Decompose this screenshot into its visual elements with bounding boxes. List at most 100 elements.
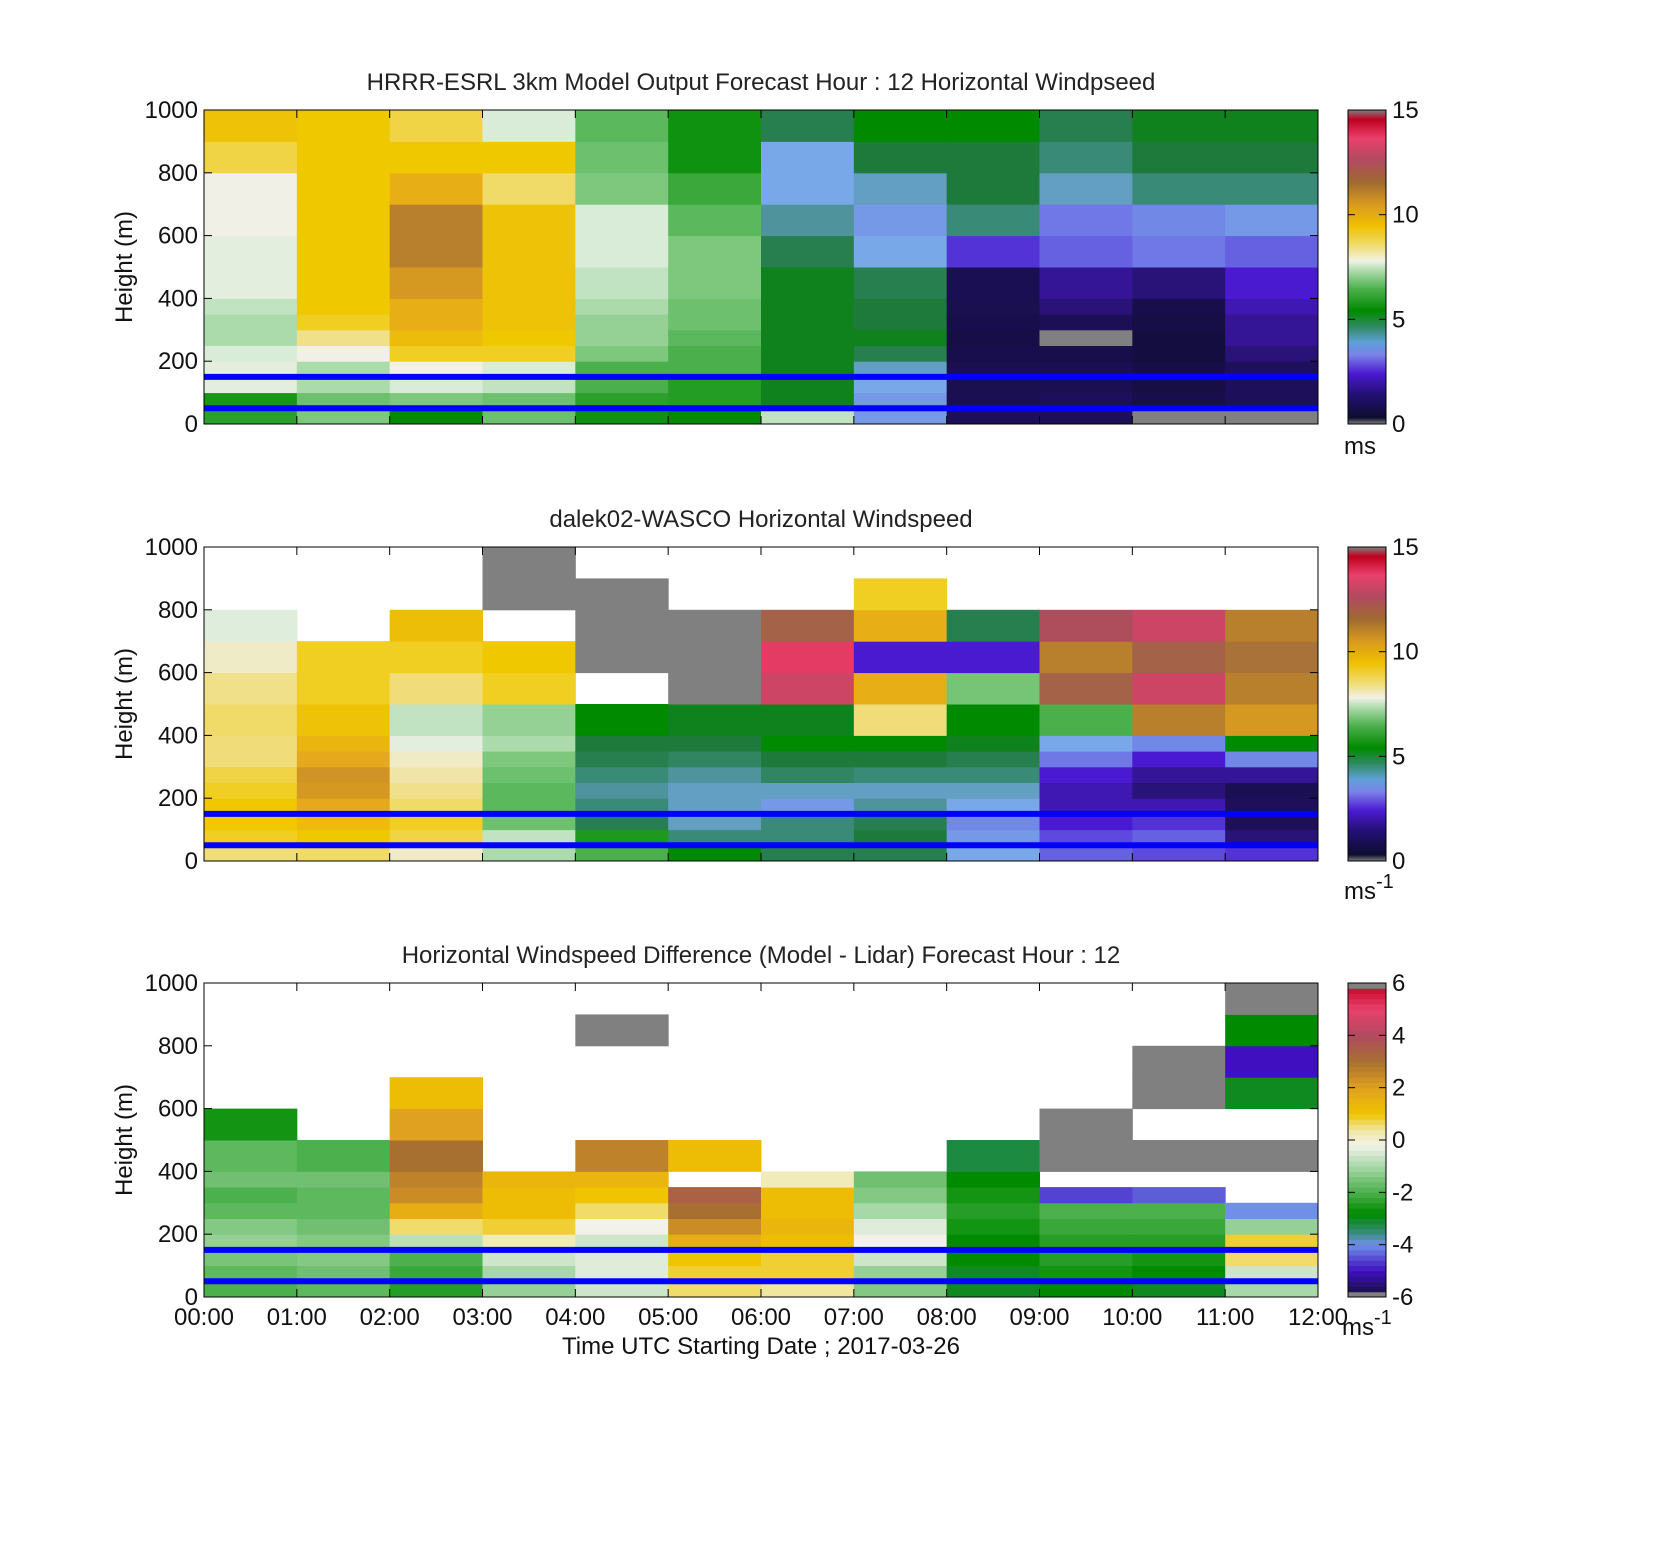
colorbar-tick-label: 6: [1392, 970, 1405, 997]
heatmap-cell: [1225, 813, 1319, 831]
heatmap-cell: [1039, 408, 1133, 425]
heatmap-cell: [761, 345, 855, 362]
colorbar-unit: ms: [1344, 878, 1376, 905]
heatmap-cell: [946, 845, 1040, 862]
heatmap-cell: [204, 1265, 298, 1282]
heatmap-cell: [389, 204, 483, 237]
heatmap-cell: [668, 267, 762, 299]
heatmap-cell: [946, 766, 1040, 783]
colorbar-tick-label: 5: [1392, 306, 1405, 333]
heatmap-cell: [1132, 392, 1226, 409]
colorbar-unit-superscript: -1: [1376, 871, 1394, 893]
x-tick-label: 05:00: [638, 1304, 698, 1331]
heatmap-cell: [1039, 751, 1133, 768]
heatmap-cell: [389, 1265, 483, 1282]
colorbar-segment: [1348, 1056, 1386, 1062]
x-tick-label: 01:00: [267, 1304, 327, 1331]
y-tick-label: 0: [185, 411, 198, 438]
heatmap-cell: [204, 1234, 298, 1251]
heatmap-cell: [1039, 609, 1133, 642]
heatmap-cell: [853, 267, 948, 299]
heatmap-cell: [1039, 267, 1133, 299]
heatmap-cell: [575, 609, 669, 642]
heatmap-cell: [575, 704, 669, 736]
heatmap-cell: [482, 578, 576, 611]
heatmap-cell: [575, 392, 669, 409]
heatmap-cell: [1132, 751, 1226, 768]
heatmap-cell: [668, 782, 762, 799]
heatmap-cell: [853, 314, 948, 331]
heatmap-cell: [1132, 609, 1226, 642]
colorbar-segment: [1348, 1166, 1386, 1172]
heatmap-cell: [668, 314, 762, 331]
heatmap-cell: [1132, 672, 1226, 705]
colorbar-segment: [1348, 1176, 1386, 1183]
heatmap-cell: [204, 1218, 298, 1235]
heatmap-cell: [853, 204, 948, 237]
colorbar-tick-label: 0: [1392, 411, 1405, 438]
heatmap-cell: [204, 329, 298, 346]
heatmap-cell: [1225, 110, 1319, 142]
colorbar-tick-label: 5: [1392, 743, 1405, 770]
heatmap-cell: [668, 641, 762, 674]
heatmap-cell: [1039, 1249, 1133, 1267]
heatmap-cell: [204, 704, 298, 736]
heatmap-cell: [946, 1234, 1040, 1251]
heatmap-cell: [1132, 345, 1226, 362]
heatmap-cell: [1225, 1265, 1319, 1282]
heatmap-cell: [1039, 782, 1133, 799]
colorbar-segment: [1348, 1260, 1386, 1267]
heatmap-cell: [204, 641, 298, 674]
heatmap-cell: [389, 798, 483, 815]
colorbar-tick-label: 4: [1392, 1022, 1405, 1049]
x-tick-label: 10:00: [1102, 1304, 1162, 1331]
heatmap-cell: [204, 609, 298, 642]
colorbar-segment: [1348, 1223, 1386, 1230]
colorbar-segment: [1348, 1045, 1386, 1052]
heatmap-cell: [1132, 172, 1226, 205]
colorbar-tick-label: -4: [1392, 1232, 1413, 1259]
heatmap-cell: [1039, 845, 1133, 862]
heatmap-cell: [389, 813, 483, 831]
heatmap-cell: [296, 1281, 391, 1298]
colorbar-segment: [1348, 1092, 1386, 1099]
heatmap-cell: [1225, 798, 1319, 815]
colorbar-segment: [1348, 1160, 1386, 1167]
colorbar-segment: [1348, 1119, 1386, 1125]
heatmap-cell: [1225, 845, 1319, 862]
colorbar-segment: [1348, 1051, 1386, 1057]
heatmap-cell: [389, 735, 483, 752]
heatmap-cell: [482, 672, 576, 705]
colorbar-segment: [1348, 1249, 1386, 1256]
heatmap-cell: [389, 1281, 483, 1298]
colorbar-tick-label: 2: [1392, 1075, 1405, 1102]
y-tick-label: 400: [158, 1158, 198, 1185]
heatmap-cell: [482, 1171, 576, 1188]
heatmap-cell: [668, 845, 762, 862]
colorbar-unit: ms: [1344, 433, 1376, 460]
heatmap-cell: [204, 751, 298, 768]
colorbar-segment: [1348, 1255, 1386, 1261]
heatmap-cell: [668, 141, 762, 174]
heatmap-cell: [946, 641, 1040, 674]
heatmap-cell: [1039, 829, 1133, 846]
heatmap-cell: [482, 392, 576, 409]
heatmap-cell: [946, 204, 1040, 237]
colorbar-segment: [1348, 1009, 1386, 1015]
colorbar-tick-label: 15: [1392, 97, 1419, 124]
heatmap-cell: [668, 704, 762, 736]
colorbar-unit-label: ms-1: [1344, 871, 1394, 905]
heatmap-cell: [296, 267, 391, 299]
heatmap-cell: [389, 751, 483, 768]
y-tick-label: 1000: [145, 970, 198, 997]
heatmap-cell: [482, 766, 576, 783]
heatmap-cell: [668, 376, 762, 394]
heatmap-cell: [668, 329, 762, 346]
colorbar-segment: [1348, 1145, 1386, 1151]
colorbar-segment: [1348, 1239, 1386, 1246]
heatmap-cell: [1225, 766, 1319, 783]
heatmap-cell: [853, 1171, 948, 1188]
heatmap-cell: [946, 1249, 1040, 1267]
heatmap-cell: [946, 345, 1040, 362]
colorbar-segment: [1348, 1208, 1386, 1214]
